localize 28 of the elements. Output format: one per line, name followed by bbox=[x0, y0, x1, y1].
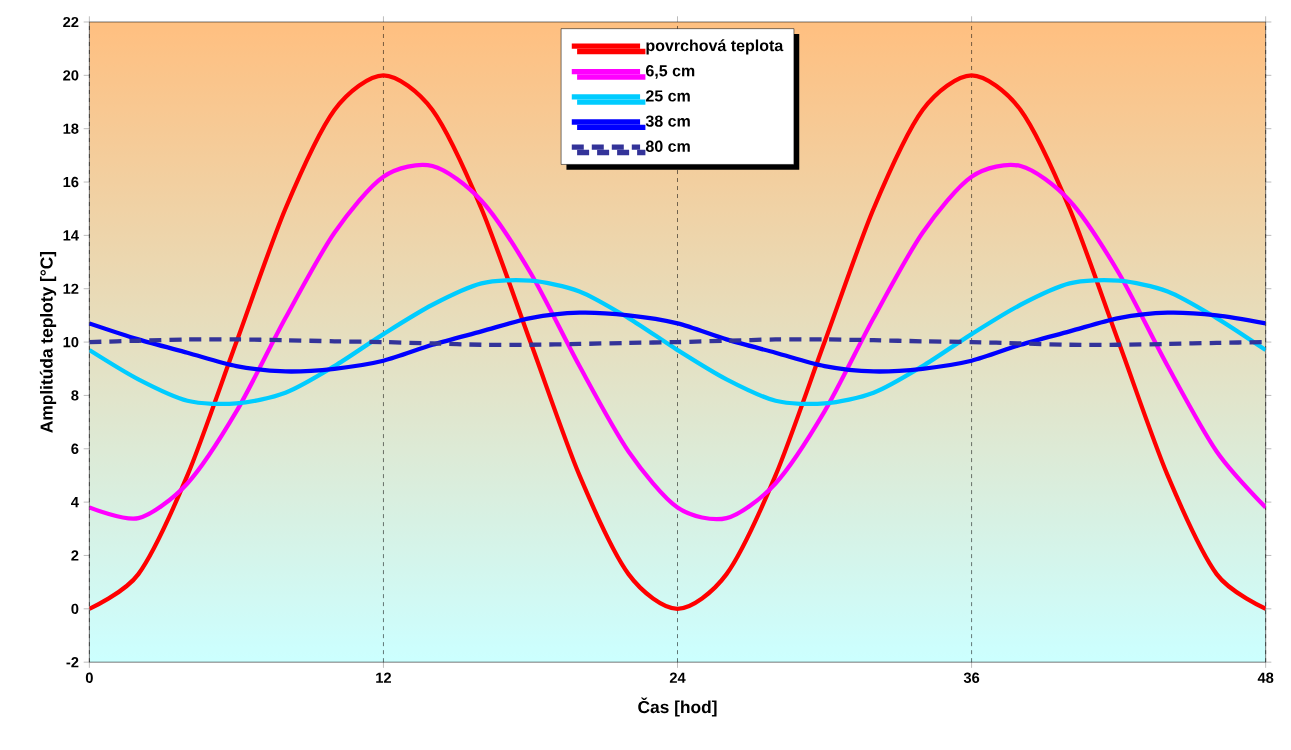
x-tick-label: 36 bbox=[963, 672, 980, 684]
y-tick-label: 22 bbox=[63, 17, 79, 28]
y-axis-title: Amplitúda teploty [°C] bbox=[39, 252, 57, 433]
y-tick-label: 18 bbox=[63, 123, 79, 135]
legend-label: 25 cm bbox=[645, 90, 690, 102]
line-series bbox=[89, 310, 1266, 374]
y-tick-label: 14 bbox=[63, 230, 79, 241]
y-tick-label: 6 bbox=[71, 443, 79, 455]
x-tick-label: 48 bbox=[1257, 672, 1274, 684]
y-tick-label: 8 bbox=[71, 390, 79, 401]
y-tick-label: 20 bbox=[63, 70, 79, 81]
line-series bbox=[89, 163, 1266, 521]
legend-label: povrchová teplota bbox=[646, 39, 784, 55]
y-tick-label: 2 bbox=[71, 550, 79, 561]
legend-label: 6,5 cm bbox=[646, 65, 695, 79]
y-tick-label: -2 bbox=[66, 657, 79, 668]
x-axis-title: Čas [hod] bbox=[638, 697, 717, 717]
x-tick-label: 0 bbox=[85, 672, 93, 684]
legend-label: 80 cm bbox=[645, 140, 690, 153]
y-tick-label: 16 bbox=[63, 177, 79, 188]
line-series bbox=[89, 278, 1266, 407]
x-tick-label: 12 bbox=[376, 672, 392, 684]
legend-label: 38 cm bbox=[645, 115, 690, 128]
y-tick-label: 0 bbox=[71, 603, 79, 615]
y-tick-label: 12 bbox=[63, 283, 79, 295]
y-tick-label: 10 bbox=[63, 337, 79, 348]
x-tick-label: 24 bbox=[669, 672, 686, 684]
y-tick-label: 4 bbox=[71, 497, 79, 508]
